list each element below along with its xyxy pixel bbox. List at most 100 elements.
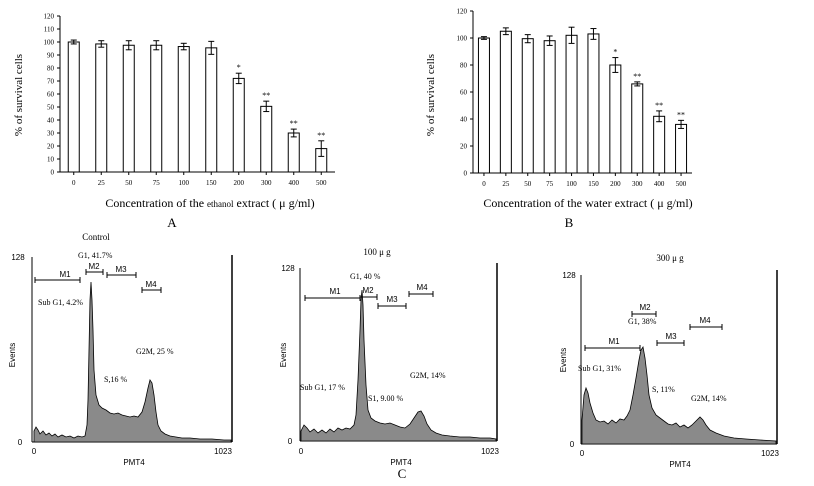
panel-a-bar	[260, 105, 273, 173]
panel-a-xtick-label: 50	[125, 179, 133, 187]
panel-b-ytick-label: 20	[460, 143, 468, 151]
panel-a: 0 10 20 30 40 50 60 70 80 90 100 110 120 0 25 50 75 100 15…	[13, 13, 335, 230]
panel-b-xtick-label: 75	[546, 180, 554, 188]
panel-a-letter: A	[167, 215, 177, 230]
histogram-100ug: 100 μ g 128 0 Events 0 1023 PMT4 M1 M2 M…	[279, 247, 499, 467]
panel-b-significance-mark: **	[633, 72, 641, 81]
histogram-1-xtick-min: 0	[32, 447, 37, 456]
histogram-3-g1-label: G1, 38%	[628, 317, 657, 326]
panel-b-ytick-label: 40	[460, 116, 468, 124]
panel-b-bar	[521, 38, 534, 174]
histogram-1-marker-m1: M1	[59, 270, 71, 279]
panel-b-significance-mark: *	[613, 48, 617, 57]
panel-a-ytick-label: 110	[44, 26, 55, 34]
panel-b-ytick-label: 120	[457, 8, 468, 16]
panel-a-plot: 0 10 20 30 40 50 60 70 80 90 100 110 120 0 25 50 75 100 15…	[44, 13, 335, 187]
histogram-2-marker-m2: M2	[362, 286, 374, 295]
panel-b-ytick-label: 60	[460, 89, 468, 97]
panel-a-ytick-label: 50	[47, 104, 55, 112]
histogram-2-ytick-max: 128	[281, 264, 295, 273]
histogram-2-marker-m4: M4	[416, 283, 428, 292]
panel-b-bar	[565, 34, 578, 174]
histogram-1-xtick-max: 1023	[214, 447, 232, 456]
histogram-2-marker-m1: M1	[329, 287, 341, 296]
panel-a-bar	[67, 41, 80, 173]
histogram-1-ylabel: Events	[8, 343, 17, 367]
panel-b-bar	[543, 40, 556, 174]
histogram-3-area	[581, 345, 777, 445]
panel-b-plot: 0 20 40 60 80 100 120 0 25 50 75 100 150 200 * 300 ** 400…	[457, 8, 692, 188]
histogram-1-marker-m3: M3	[115, 265, 127, 274]
panel-b-ytick-label: 100	[457, 35, 468, 43]
histogram-2-xlabel: PMT4	[390, 458, 412, 467]
panel-a-xtick-label: 150	[206, 179, 217, 187]
panel-a-xtick-label: 25	[98, 179, 106, 187]
panel-a-significance-mark: *	[237, 63, 241, 72]
panel-a-ytick-label: 20	[47, 143, 55, 151]
panel-a-xlabel: Concentration of the ethanol extract ( μ…	[105, 196, 314, 210]
histogram-3-marker-m1: M1	[608, 337, 620, 346]
panel-b-xtick-label: 0	[482, 180, 486, 188]
histogram-2-s-label: S1, 9.00 %	[368, 394, 403, 403]
panel-a-ytick-label: 10	[47, 156, 55, 164]
panel-a-xtick-label: 0	[72, 179, 76, 187]
panel-b-letter: B	[565, 215, 574, 230]
panel-b-significance-mark: **	[655, 101, 663, 110]
histogram-2-g2m-label: G2M, 14%	[410, 371, 446, 380]
panel-b-xtick-label: 150	[588, 180, 599, 188]
panel-a-bar	[122, 44, 135, 173]
panel-a-ytick-label: 90	[47, 52, 55, 60]
histogram-3-marker-lines	[584, 311, 723, 351]
histogram-control: Control 128 0 Events 0 1023 PMT4 M1 M2 M…	[8, 232, 233, 467]
panel-b-bar	[587, 33, 600, 174]
panel-b-xtick-label: 25	[502, 180, 510, 188]
histogram-2-xtick-min: 0	[299, 447, 304, 456]
histogram-3-ytick-max: 128	[562, 271, 576, 280]
histogram-1-g1-label: G1, 41.7%	[78, 251, 113, 260]
histogram-3-subg1-label: Sub G1, 31%	[578, 364, 621, 373]
panel-b-bar	[631, 83, 644, 174]
histogram-1-subg1-label: Sub G1, 4.2%	[38, 298, 83, 307]
panel-a-ytick-label: 120	[44, 13, 55, 21]
histogram-2-area	[300, 289, 497, 442]
panel-a-xtick-label: 500	[316, 179, 327, 187]
panel-b-xtick-label: 400	[654, 180, 665, 188]
panel-b-xtick-label: 200	[610, 180, 621, 188]
histogram-3-title: 300 μ g	[656, 253, 684, 263]
panel-a-significance-mark: **	[262, 91, 270, 100]
panel-a-xtick-label: 75	[153, 179, 161, 187]
panel-a-bar	[232, 77, 245, 173]
panel-b-significance-mark: **	[677, 110, 685, 119]
histogram-3-g2m-label: G2M, 14%	[691, 394, 727, 403]
panel-b-ytick-label: 0	[464, 170, 468, 178]
panel-a-xtick-label: 100	[179, 179, 190, 187]
panel-a-bar	[95, 43, 108, 173]
panel-a-bar	[287, 132, 300, 173]
histogram-3-ytick-min: 0	[570, 440, 575, 449]
panel-a-significance-mark: **	[290, 119, 298, 128]
histogram-3-s-label: S, 11%	[652, 385, 675, 394]
histogram-3-marker-m3: M3	[665, 332, 677, 341]
panel-a-bar	[150, 44, 163, 173]
histogram-1-title: Control	[82, 232, 110, 242]
panel-a-ytick-label: 30	[47, 130, 55, 138]
histogram-2-title: 100 μ g	[363, 247, 391, 257]
histogram-2-marker-m3: M3	[386, 295, 398, 304]
histogram-2-g1-label: G1, 40 %	[350, 272, 381, 281]
panel-b-bar	[653, 115, 666, 174]
panel-a-ylabel: % of survival cells	[13, 54, 25, 136]
panel-c-letter: C	[398, 466, 407, 481]
panel-b-bar	[499, 30, 512, 174]
panel-a-xtick-label: 400	[289, 179, 300, 187]
panel-a-bar	[205, 47, 218, 173]
histogram-3-xtick-min: 0	[580, 449, 585, 458]
histogram-1-area	[33, 281, 232, 443]
histogram-1-marker-lines	[34, 269, 162, 293]
panel-b-bar	[477, 37, 490, 174]
panel-a-xtick-label: 300	[261, 179, 272, 187]
histogram-3-marker-m4: M4	[699, 316, 711, 325]
histogram-1-g2m-label: G2M, 25 %	[136, 347, 174, 356]
panel-a-significance-mark: **	[317, 131, 325, 140]
panel-b-ylabel: % of survival cells	[425, 54, 437, 136]
histogram-2-marker-lines	[304, 291, 434, 309]
